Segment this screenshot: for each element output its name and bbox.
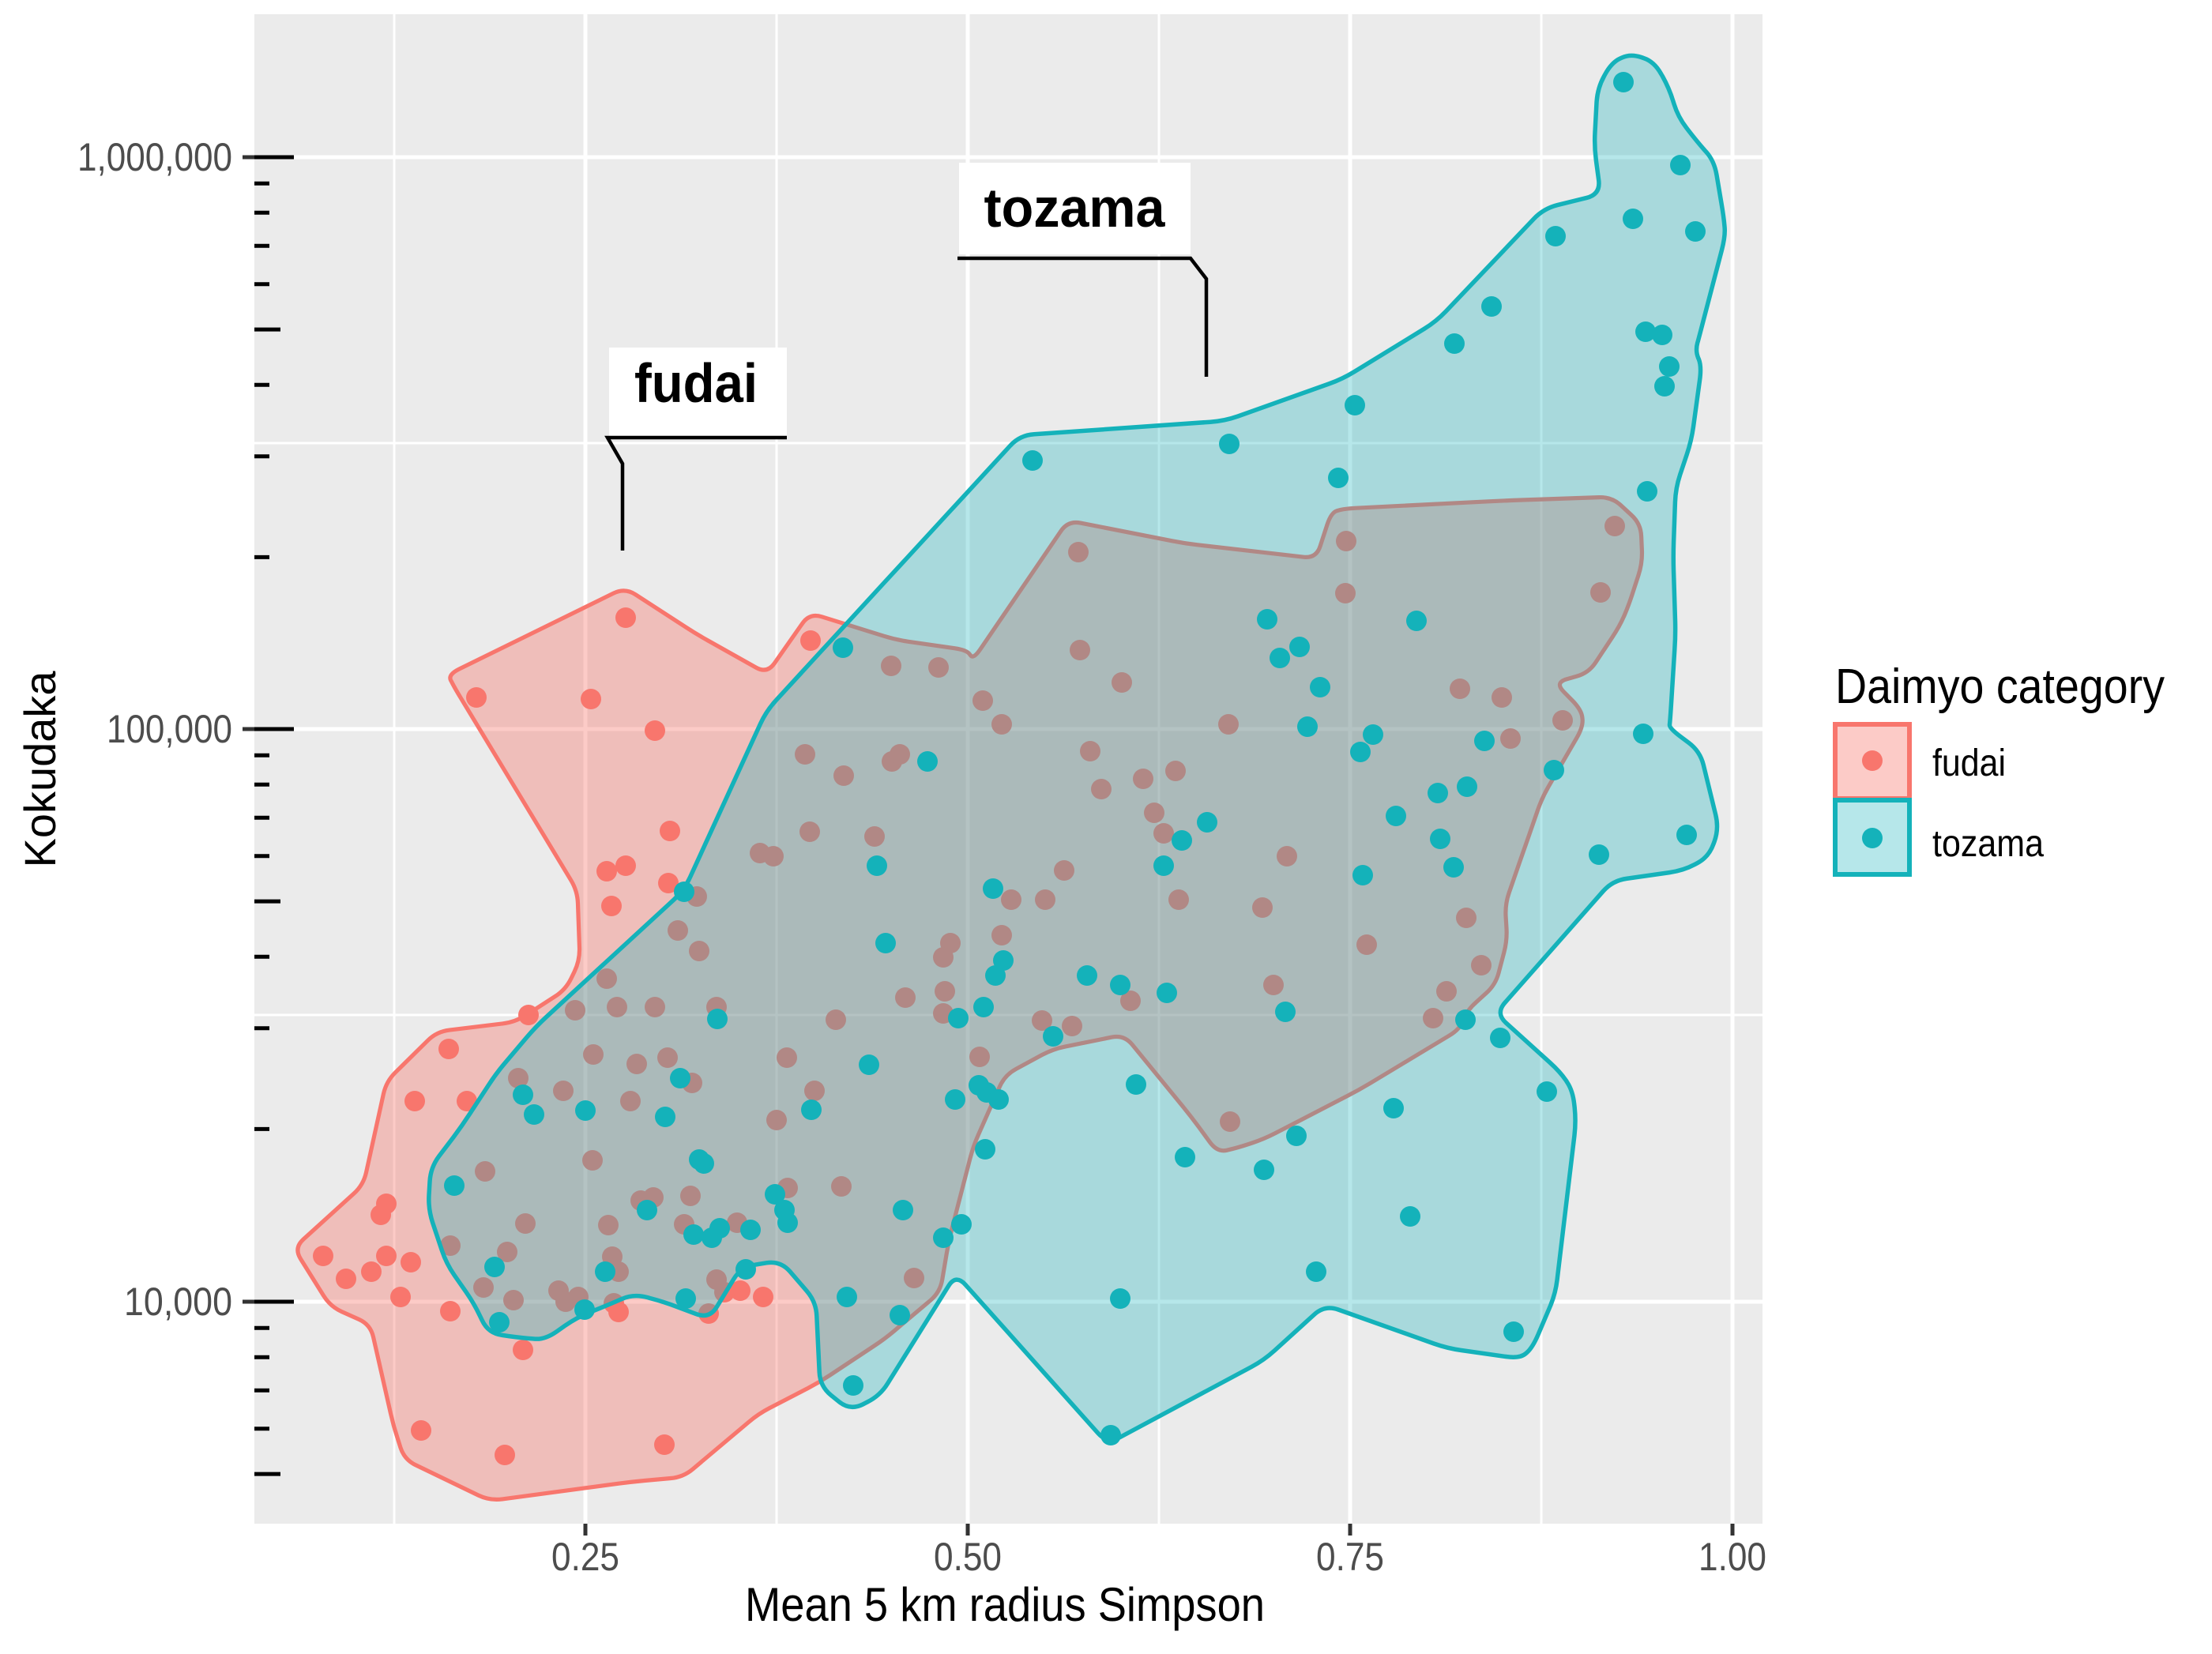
svg-text:0.75: 0.75 [1316,1535,1384,1579]
svg-text:100,000: 100,000 [107,707,232,751]
svg-text:tozama: tozama [984,177,1166,239]
svg-text:Kokudaka: Kokudaka [15,671,65,868]
svg-text:tozama: tozama [1932,823,2044,865]
svg-text:Daimyo category: Daimyo category [1835,660,2165,714]
svg-text:10,000: 10,000 [124,1280,232,1324]
svg-text:1,000,000: 1,000,000 [77,135,232,179]
svg-text:0.25: 0.25 [551,1535,619,1579]
svg-text:0.50: 0.50 [934,1535,1002,1579]
svg-text:Mean 5 km radius Simpson: Mean 5 km radius Simpson [745,1578,1265,1631]
svg-text:fudai: fudai [634,352,758,414]
svg-text:fudai: fudai [1932,742,2006,784]
svg-text:1.00: 1.00 [1698,1535,1766,1579]
